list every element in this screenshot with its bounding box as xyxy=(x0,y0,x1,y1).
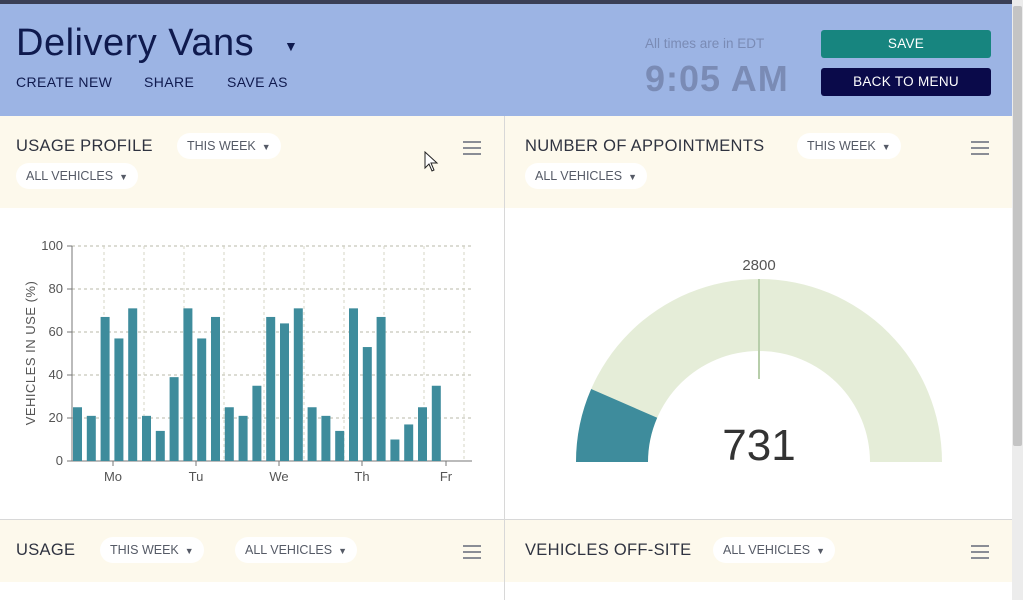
period-dropdown[interactable]: THIS WEEK ▼ xyxy=(177,133,281,159)
bar xyxy=(280,323,289,461)
bar xyxy=(224,407,234,461)
bar xyxy=(114,338,124,461)
vehicle-filter-dropdown[interactable]: ALL VEHICLES ▼ xyxy=(16,163,139,189)
dropdown-value: ALL VEHICLES xyxy=(26,169,114,183)
y-tick-label: 20 xyxy=(49,410,63,425)
bar xyxy=(128,308,138,461)
appointments-gauge: 2800 731 xyxy=(576,257,942,470)
usage-title: USAGE xyxy=(16,541,76,559)
hamburger-menu-icon[interactable] xyxy=(971,141,989,155)
y-tick-label: 40 xyxy=(49,367,63,382)
vehicle-filter-dropdown[interactable]: ALL VEHICLES ▼ xyxy=(235,537,358,563)
bar xyxy=(307,407,317,461)
chevron-down-icon: ▼ xyxy=(338,546,348,556)
appointments-panel-header xyxy=(505,116,1012,208)
dropdown-value: ALL VEHICLES xyxy=(723,543,811,557)
panel-divider xyxy=(0,519,1012,520)
chevron-down-icon: ▼ xyxy=(119,172,129,182)
bar xyxy=(142,415,151,461)
dropdown-value: THIS WEEK xyxy=(807,139,876,153)
clock: 9:05 AM xyxy=(645,58,789,99)
bar xyxy=(404,424,414,461)
page-title[interactable]: Delivery Vans xyxy=(16,22,255,64)
bar xyxy=(390,439,400,461)
bar xyxy=(335,430,345,461)
y-tick-label: 100 xyxy=(41,238,63,253)
bar xyxy=(418,407,427,461)
chevron-down-icon: ▼ xyxy=(184,546,194,556)
bar xyxy=(362,347,372,461)
y-tick-label: 80 xyxy=(49,281,63,296)
hamburger-menu-icon[interactable] xyxy=(971,545,989,559)
window-top-border xyxy=(0,0,1023,4)
create-new-link[interactable]: CREATE NEW xyxy=(16,74,113,90)
period-dropdown[interactable]: THIS WEEK ▼ xyxy=(100,537,204,563)
off-site-title: VEHICLES OFF-SITE xyxy=(525,541,692,559)
chevron-down-icon: ▼ xyxy=(261,142,271,152)
hamburger-menu-icon[interactable] xyxy=(463,545,481,559)
x-tick-label: Tu xyxy=(189,469,204,484)
save-as-link[interactable]: SAVE AS xyxy=(227,74,288,90)
bar xyxy=(86,415,96,461)
save-button[interactable]: SAVE xyxy=(821,30,991,58)
bar xyxy=(376,316,386,461)
bar xyxy=(183,308,193,461)
appointments-title: NUMBER OF APPOINTMENTS xyxy=(525,137,765,155)
mouse-pointer-icon xyxy=(424,151,439,172)
dropdown-value: ALL VEHICLES xyxy=(245,543,333,557)
bar xyxy=(321,415,331,461)
bar xyxy=(252,385,262,461)
bar xyxy=(266,316,276,461)
app-header xyxy=(0,4,1012,116)
gauge-value-arc xyxy=(576,389,658,462)
bar xyxy=(211,316,220,461)
bar xyxy=(238,415,248,461)
share-link[interactable]: SHARE xyxy=(144,74,195,90)
gauge-value-label: 731 xyxy=(722,421,795,470)
bar xyxy=(349,308,358,461)
chevron-down-icon: ▼ xyxy=(881,142,891,152)
bar xyxy=(197,338,207,461)
gauge-track xyxy=(576,279,942,462)
y-axis-label: VEHICLES IN USE (%) xyxy=(23,281,38,426)
bar xyxy=(169,377,179,461)
bar xyxy=(73,407,82,461)
y-tick-label: 0 xyxy=(56,453,63,468)
timezone-note: All times are in EDT xyxy=(645,36,765,51)
chevron-down-icon: ▼ xyxy=(628,172,638,182)
usage-profile-chart: 0 20 40 60 80 100 Mo Tu We Th Fr VEHICLES IN USE (%… xyxy=(23,238,472,484)
dropdown-value: THIS WEEK xyxy=(110,543,179,557)
dropdown-value: THIS WEEK xyxy=(187,139,256,153)
x-tick-label: Mo xyxy=(104,469,122,484)
dropdown-value: ALL VEHICLES xyxy=(535,169,623,183)
usage-profile-panel-header xyxy=(0,116,504,208)
x-tick-label: Th xyxy=(354,469,369,484)
y-tick-label: 60 xyxy=(49,324,63,339)
hamburger-menu-icon[interactable] xyxy=(463,141,481,155)
bar xyxy=(293,308,303,461)
gauge-target-label: 2800 xyxy=(742,257,775,274)
panel-divider xyxy=(504,116,505,600)
period-dropdown[interactable]: THIS WEEK ▼ xyxy=(797,133,901,159)
x-tick-label: Fr xyxy=(440,469,453,484)
scrollbar-thumb[interactable] xyxy=(1013,6,1022,446)
vehicle-filter-dropdown[interactable]: ALL VEHICLES ▼ xyxy=(713,537,836,563)
x-tick-label: We xyxy=(269,469,288,484)
chevron-down-icon[interactable]: ▼ xyxy=(284,38,298,54)
vehicle-filter-dropdown[interactable]: ALL VEHICLES ▼ xyxy=(525,163,648,189)
back-to-menu-button[interactable]: BACK TO MENU xyxy=(821,68,991,96)
usage-profile-title: USAGE PROFILE xyxy=(16,137,153,155)
bar xyxy=(100,316,110,461)
chevron-down-icon: ▼ xyxy=(816,546,826,556)
bar xyxy=(155,430,165,461)
bar xyxy=(431,385,441,461)
